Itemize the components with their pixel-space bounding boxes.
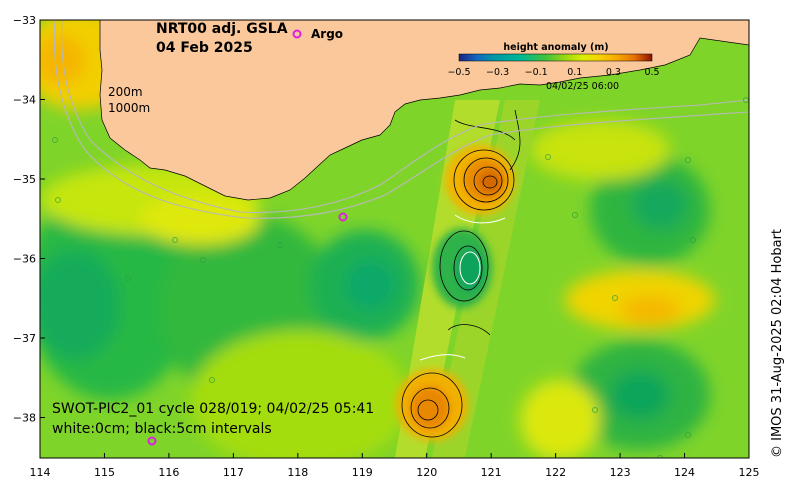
- colorbar-tick-label: −0.3: [486, 67, 509, 78]
- colorbar-tick-label: −0.5: [447, 67, 470, 78]
- swot-caption-line2: white:0cm; black:5cm intervals: [52, 421, 272, 437]
- depth-label-1000m: 1000m: [108, 101, 150, 115]
- x-axis: 114 115 116 117 118 119 120 121 122 123 124 125: [30, 453, 760, 479]
- argo-floats: [147, 212, 348, 446]
- x-tick-label: 119: [352, 466, 373, 479]
- x-tick-label: 122: [545, 466, 566, 479]
- bathymetry-contours: [53, 20, 749, 219]
- plot-frame: [39, 19, 750, 459]
- x-tick-label: 115: [94, 466, 115, 479]
- x-tick-label: 117: [223, 466, 244, 479]
- map-title-date: 04 Feb 2025: [156, 40, 253, 56]
- x-tick-label: 125: [739, 466, 760, 479]
- x-tick-label: 121: [481, 466, 502, 479]
- colorbar: height anomaly (m) −0.5 −0.3 −0.1 0.1 0.3 0.5…: [447, 42, 659, 92]
- x-tick-label: 123: [610, 466, 631, 479]
- map-field: NRT00 adj. GSLA 04 Feb 2025 Argo 200m 10…: [40, 20, 749, 458]
- credit-text: © IMOS 31-Aug-2025 02:04 Hobart: [770, 229, 785, 458]
- map-title-line1: NRT00 adj. GSLA: [156, 21, 288, 37]
- land-australia: [99, 20, 749, 201]
- x-tick-label: 116: [158, 466, 179, 479]
- sample-markers: [52, 97, 749, 458]
- colorbar-gradient: [458, 53, 653, 62]
- x-tick-label: 120: [416, 466, 437, 479]
- colorbar-tick-label: 0.1: [567, 67, 582, 78]
- y-tick-label: −37: [13, 332, 36, 345]
- y-axis: −33 −34 −35 −36 −37 −38: [13, 14, 45, 425]
- colorbar-title: height anomaly (m): [503, 42, 608, 53]
- x-tick-label: 118: [287, 466, 308, 479]
- argo-legend-label: Argo: [311, 27, 343, 41]
- x-tick-label: 114: [30, 466, 51, 479]
- y-tick-label: −38: [13, 412, 36, 425]
- y-tick-label: −33: [13, 14, 36, 27]
- argo-float: [147, 436, 157, 446]
- argo-legend-symbol: [292, 29, 302, 39]
- colorbar-tick-label: 0.3: [606, 67, 621, 78]
- swot-swath: [395, 100, 540, 458]
- depth-label-200m: 200m: [108, 85, 143, 99]
- colorbar-timestamp: 04/02/25 06:00: [546, 81, 619, 92]
- colorbar-tick-label: 0.5: [644, 67, 659, 78]
- argo-float: [338, 212, 348, 222]
- y-tick-label: −36: [13, 253, 36, 266]
- swot-caption-line1: SWOT-PIC2_01 cycle 028/019; 04/02/25 05:…: [52, 401, 374, 417]
- x-tick-label: 124: [674, 466, 695, 479]
- colorbar-tick-label: −0.1: [525, 67, 548, 78]
- y-tick-label: −35: [13, 173, 36, 186]
- y-tick-label: −34: [13, 94, 36, 107]
